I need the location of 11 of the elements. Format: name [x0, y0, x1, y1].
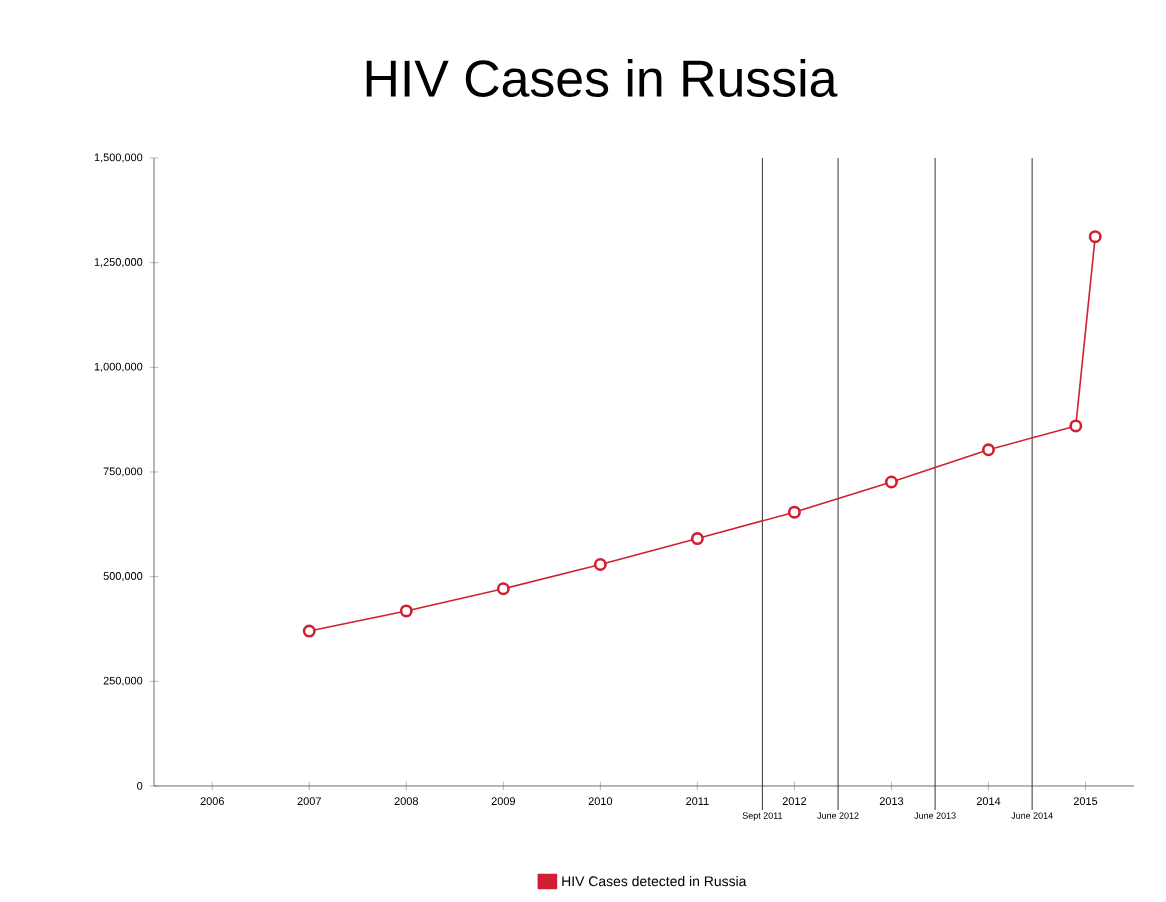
point	[593, 557, 607, 571]
point	[399, 604, 413, 618]
point	[787, 505, 801, 519]
point	[496, 582, 510, 596]
point	[1088, 230, 1102, 244]
point	[302, 624, 316, 638]
point	[981, 443, 995, 457]
point	[1069, 419, 1083, 433]
point	[884, 475, 898, 489]
chart-title: HIV Cases in Russia	[366, 58, 838, 97]
point	[690, 532, 704, 546]
